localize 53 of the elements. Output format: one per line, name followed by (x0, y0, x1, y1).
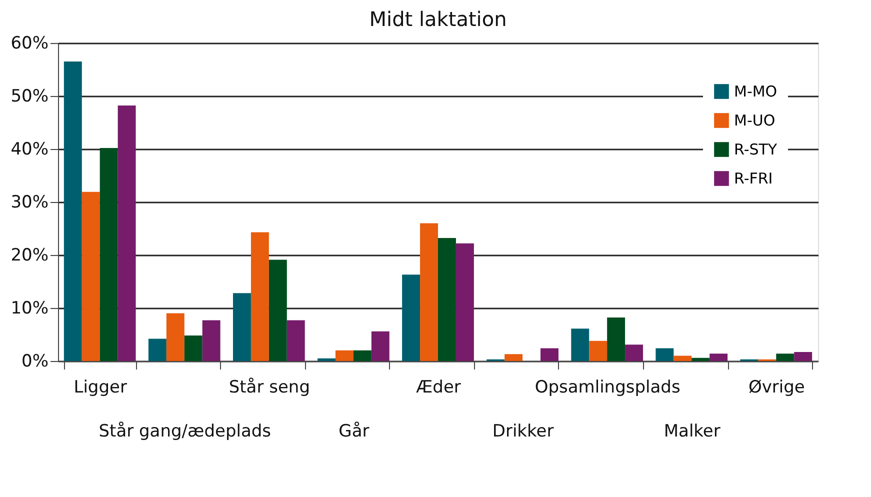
bar (692, 358, 710, 361)
bar (250, 232, 269, 361)
bar (794, 352, 812, 361)
bar (353, 350, 372, 361)
bar (607, 318, 626, 361)
x-tick-label: Malker (664, 422, 720, 442)
bar (335, 350, 354, 361)
bar (371, 331, 390, 361)
bar (674, 356, 692, 361)
bar (184, 336, 202, 361)
x-tick-label: Står gang/ædeplads (98, 422, 272, 442)
x-tick-label: Drikker (492, 422, 554, 442)
bar (100, 148, 118, 361)
y-tick-label: 50% (10, 86, 48, 106)
chart-title: Midt laktation (369, 7, 507, 31)
y-tick-label: 20% (10, 246, 48, 266)
bar (625, 344, 644, 361)
bar (268, 260, 287, 361)
legend-label: R-FRI (734, 170, 773, 188)
x-tick-label: Æder (416, 378, 461, 398)
x-tick-label: Går (338, 422, 370, 442)
x-tick-label: Opsamlingsplads (534, 378, 680, 398)
y-tick-label: 60% (10, 34, 48, 54)
bar (776, 354, 794, 361)
bar (118, 106, 136, 361)
bar (571, 328, 590, 361)
bar (540, 348, 558, 361)
x-tick-label: Øvrige (748, 378, 805, 398)
legend-label: M-UO (734, 112, 776, 130)
x-tick-label: Står seng (228, 378, 310, 398)
y-tick-label: 30% (10, 192, 48, 212)
bar (438, 238, 456, 361)
bar (82, 192, 100, 361)
y-tick-label: 40% (10, 140, 48, 160)
bar (504, 354, 523, 361)
bar (420, 223, 438, 361)
bar (202, 320, 220, 361)
bar (656, 348, 674, 361)
y-tick-label: 0% (22, 352, 48, 372)
bar (710, 354, 728, 361)
bar (232, 293, 251, 361)
bar (148, 338, 166, 361)
legend-label: M-MO (734, 82, 778, 100)
bar (402, 274, 420, 361)
bar (318, 358, 336, 361)
bar (456, 243, 474, 361)
legend-label: R-STY (734, 140, 778, 158)
x-tick-label: Ligger (74, 378, 127, 398)
bar (589, 340, 608, 361)
bar (64, 62, 82, 361)
bar (286, 320, 305, 361)
y-tick-label: 10% (10, 298, 48, 318)
bar (166, 313, 184, 361)
